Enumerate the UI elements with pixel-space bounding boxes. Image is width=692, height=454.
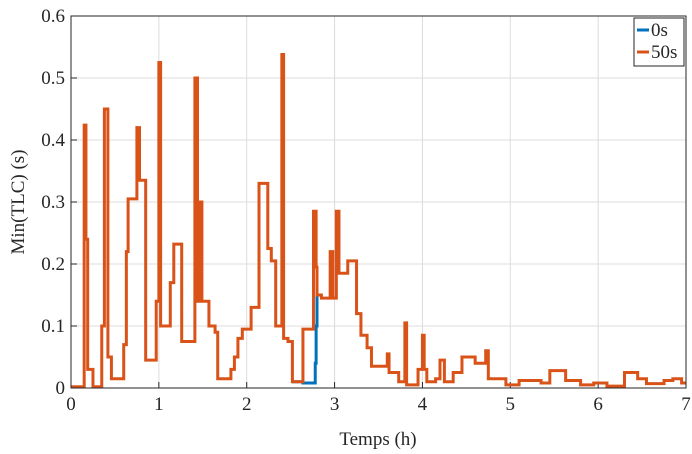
y-axis-label: Min(TLC) (s) [8,149,29,254]
x-tick-label: 4 [418,394,428,415]
y-tick-label: 0.4 [41,130,65,151]
x-tick-label: 6 [593,394,603,415]
y-tick-label: 0.2 [41,254,65,275]
x-axis-label: Temps (h) [339,429,416,450]
legend-label: 50s [651,42,677,63]
y-tick-label: 0.1 [41,316,65,337]
x-tick-label: 5 [506,394,516,415]
legend-box [633,17,685,67]
x-tick-label: 1 [154,394,164,415]
x-tick-label: 2 [242,394,252,415]
x-tick-label: 3 [330,394,340,415]
axes-box [70,15,687,389]
y-tick-label: 0 [56,378,66,399]
y-tick-label: 0.6 [41,6,65,27]
x-tick-label: 7 [681,394,691,415]
data-line [71,52,686,389]
legend-label: 0s [651,20,668,41]
x-tick-label: 0 [66,394,76,415]
y-tick-label: 0.3 [41,192,65,213]
y-tick-label: 0.5 [41,68,65,89]
